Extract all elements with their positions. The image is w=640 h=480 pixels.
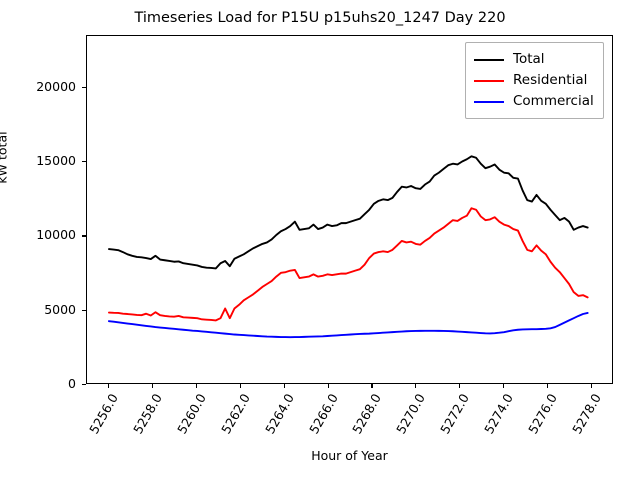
x-tick-mark — [591, 384, 593, 388]
series-line-residential — [108, 207, 589, 322]
y-tick-label: 20000 — [36, 78, 76, 94]
x-tick-label: 5260.0 — [173, 391, 209, 437]
legend-entry: Commercial — [474, 91, 594, 112]
x-tick-label: 5268.0 — [349, 391, 385, 437]
x-tick-label: 5256.0 — [86, 391, 121, 437]
x-tick-mark — [415, 384, 417, 388]
plot-lines — [108, 155, 589, 339]
legend-swatch-commercial — [474, 100, 504, 103]
x-tick-mark — [547, 384, 549, 388]
x-tick-mark — [503, 384, 505, 388]
legend-entry: Total — [474, 49, 594, 70]
chart-title: Timeseries Load for P15U p15uhs20_1247 D… — [134, 10, 506, 26]
series-line-commercial — [108, 312, 589, 339]
y-tick-mark — [82, 161, 86, 163]
legend-label: Commercial — [513, 92, 594, 109]
legend-entry: Residential — [474, 70, 594, 91]
x-tick-label: 5276.0 — [525, 391, 561, 437]
x-tick-mark — [195, 384, 197, 388]
x-tick-mark — [327, 384, 329, 388]
y-tick-label: 0 — [68, 376, 76, 391]
x-tick-mark — [459, 384, 461, 388]
x-tick-label: 5264.0 — [261, 391, 297, 437]
legend-label: Residential — [513, 71, 588, 88]
y-tick-mark — [82, 384, 86, 386]
legend-label: Total — [513, 50, 545, 67]
x-tick-label: 5272.0 — [437, 391, 473, 437]
y-tick-label: 15000 — [36, 153, 76, 169]
x-tick-mark — [151, 384, 153, 388]
legend-swatch-total — [474, 58, 504, 61]
x-tick-label: 5274.0 — [481, 391, 517, 437]
y-tick-mark — [82, 235, 86, 237]
x-tick-label: 5266.0 — [305, 391, 341, 437]
x-tick-mark — [107, 384, 110, 388]
chart-legend: Total Residential Commercial — [465, 42, 604, 119]
x-tick-label: 5278.0 — [569, 391, 605, 437]
x-tick-label: 5262.0 — [217, 391, 253, 437]
y-axis-label: kW total — [0, 131, 10, 184]
x-tick-label: 5270.0 — [393, 391, 429, 437]
y-tick-mark — [82, 86, 86, 89]
x-axis-label: Hour of Year — [311, 448, 388, 463]
series-line-total — [108, 155, 589, 270]
x-tick-mark — [283, 384, 285, 388]
legend-swatch-residential — [474, 79, 504, 82]
y-tick-label: 10000 — [36, 227, 76, 243]
plot-area — [86, 35, 613, 384]
x-tick-mark — [371, 384, 373, 388]
y-tick-label: 5000 — [44, 301, 76, 317]
y-tick-mark — [82, 309, 86, 311]
x-tick-label: 5258.0 — [130, 391, 165, 437]
x-tick-mark — [239, 384, 241, 388]
